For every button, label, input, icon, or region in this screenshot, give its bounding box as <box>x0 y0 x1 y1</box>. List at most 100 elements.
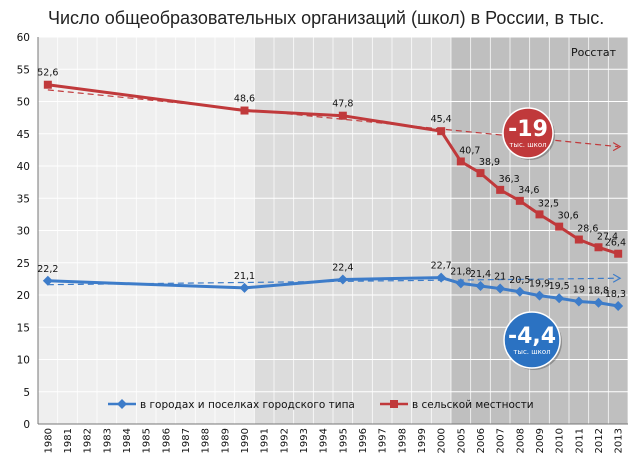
data-label: 52,6 <box>37 68 58 79</box>
data-label: 21,4 <box>470 269 491 280</box>
x-tick-label: 2012 <box>594 428 605 453</box>
data-point <box>614 249 623 258</box>
data-point <box>593 297 604 308</box>
data-point <box>554 293 565 304</box>
x-tick-label: 1990 <box>240 428 251 453</box>
x-tick-label: 2010 <box>555 428 566 453</box>
callout-badge <box>502 107 554 159</box>
x-tick-label: 1985 <box>142 428 153 453</box>
data-point <box>437 127 446 136</box>
x-tick-label: 1993 <box>299 428 310 453</box>
y-tick-label: 60 <box>17 32 30 44</box>
data-point <box>496 185 505 194</box>
data-point <box>239 282 250 293</box>
x-tick-label: 2005 <box>456 428 467 453</box>
data-label: 18,3 <box>605 289 626 300</box>
x-tick-label: 1986 <box>161 428 172 453</box>
data-point <box>476 169 485 178</box>
y-tick-label: 50 <box>17 97 30 109</box>
x-tick-label: 1983 <box>102 428 113 453</box>
x-tick-label: 1995 <box>338 428 349 453</box>
x-tick-label: 2013 <box>614 428 625 453</box>
data-point <box>495 283 506 294</box>
data-label: 21,1 <box>234 271 255 282</box>
data-label: 26,4 <box>605 238 626 249</box>
data-point <box>337 274 348 285</box>
x-tick-label: 1988 <box>201 428 212 453</box>
data-point <box>42 275 53 286</box>
y-tick-label: 55 <box>17 64 30 76</box>
x-tick-label: 1996 <box>358 428 369 453</box>
data-label: 32,5 <box>538 198 559 209</box>
callout-caption: тыс. школ <box>509 141 546 149</box>
x-tick-label: 1989 <box>220 428 231 453</box>
callout-value: -4,4 <box>508 324 556 349</box>
y-tick-label: 30 <box>17 226 30 238</box>
x-tick-label: 1987 <box>181 428 192 453</box>
x-tick-label: 1994 <box>319 428 330 453</box>
y-tick-label: 20 <box>17 290 30 302</box>
data-label: 47,8 <box>332 99 353 110</box>
x-tick-label: 1982 <box>83 428 94 453</box>
data-point <box>534 290 545 301</box>
data-point <box>594 243 603 252</box>
x-tick-label: 2011 <box>574 428 585 453</box>
data-point <box>535 210 544 219</box>
x-tick-label: 2009 <box>535 428 546 453</box>
x-tick-label: 2007 <box>496 428 507 453</box>
data-point <box>515 196 524 205</box>
data-label: 19 <box>573 284 585 295</box>
callout-badge <box>503 311 561 369</box>
data-point <box>43 80 52 89</box>
data-label: 28,6 <box>577 224 598 235</box>
y-tick-label: 35 <box>17 193 30 205</box>
legend: в городах и поселках городского типа в се… <box>108 399 534 411</box>
callout-value: -19 <box>508 117 548 142</box>
x-tick-label: 1991 <box>260 428 271 453</box>
data-point <box>555 222 564 231</box>
data-label: 19,9 <box>529 279 550 290</box>
data-label: 34,6 <box>518 185 539 196</box>
data-label: 22,4 <box>332 263 353 274</box>
x-tick-label: 2008 <box>515 428 526 453</box>
legend-marker <box>117 399 127 409</box>
y-axis-ticks: 0 5 10 15 20 25 30 35 40 45 50 55 60 <box>17 32 30 431</box>
data-label: 48,6 <box>234 94 255 105</box>
chart-source: Росстат <box>571 46 617 59</box>
x-tick-label: 1984 <box>122 428 133 453</box>
legend-label: в сельской местности <box>412 399 534 411</box>
data-point <box>514 286 525 297</box>
x-axis-ticks: 1980 1981 1982 1983 1984 1985 1986 1987 1988 1989… <box>43 428 624 453</box>
data-point <box>436 272 447 283</box>
x-tick-label: 1981 <box>63 428 74 453</box>
data-label: 27,4 <box>597 231 618 242</box>
x-tick-label: 1980 <box>43 428 54 453</box>
legend-marker <box>390 400 398 408</box>
y-tick-label: 10 <box>17 355 30 367</box>
x-tick-label: 2000 <box>437 428 448 453</box>
data-point <box>456 157 465 166</box>
data-label: 18,8 <box>588 286 609 297</box>
data-label: 30,6 <box>558 211 579 222</box>
data-point <box>573 296 584 307</box>
data-label: 19,5 <box>549 281 570 292</box>
y-tick-label: 45 <box>17 129 30 141</box>
trend-arrow <box>612 273 622 283</box>
y-tick-label: 5 <box>23 387 30 399</box>
data-point <box>240 106 249 115</box>
data-label: 21,8 <box>450 266 471 277</box>
chart-title: Число общеобразовательных организаций (ш… <box>48 8 604 28</box>
x-tick-label: 1999 <box>417 428 428 453</box>
x-tick-label: 1998 <box>397 428 408 453</box>
data-labels: 22,2 21,1 22,4 22,721,821,4 21 20,519,919,5 19… <box>37 68 626 300</box>
data-label: 38,9 <box>479 157 500 168</box>
y-tick-label: 40 <box>17 161 30 173</box>
data-label: 40,7 <box>459 145 480 156</box>
callout-caption: тыс. школ <box>513 348 550 356</box>
data-point <box>574 235 583 244</box>
data-label: 21 <box>494 272 506 283</box>
trend-arrow <box>612 142 622 152</box>
y-tick-label: 25 <box>17 258 30 270</box>
series-lines <box>42 80 624 311</box>
